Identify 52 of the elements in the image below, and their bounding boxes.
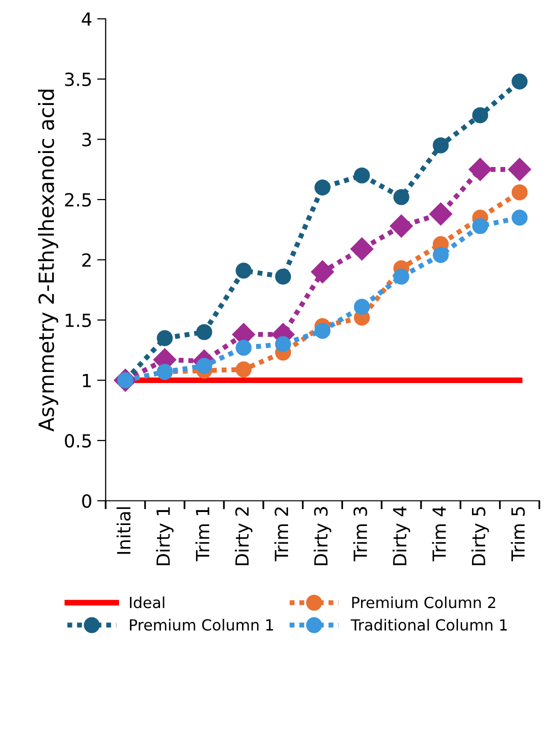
y-tick-label: 2 [82, 253, 91, 267]
point [350, 237, 374, 260]
point [314, 322, 330, 339]
point [196, 358, 212, 374]
x-tick-label: Trim 4 [432, 506, 446, 562]
y-tick-label: 0 [82, 494, 92, 508]
legend-label: Premium Column 2 [352, 596, 496, 608]
y-tick-label: 1 [82, 374, 91, 388]
point [236, 262, 252, 279]
y-tick-label: 3.5 [65, 72, 91, 86]
x-tick-label: Dirty 5 [471, 507, 489, 566]
point [275, 336, 292, 352]
point [432, 137, 449, 154]
point [468, 158, 492, 181]
legend-label: Traditional Column 1 [350, 618, 507, 631]
y-tick-label: 0.5 [64, 434, 91, 448]
x-tick-label: Initial [116, 507, 131, 554]
x-tick-label: Trim 2 [274, 507, 288, 562]
y-tick-label: 3 [82, 132, 91, 146]
legend-label: Premium Column 1 [130, 618, 273, 631]
x-tick-label: Dirty 2 [234, 507, 252, 566]
y-tick-label: 2.5 [65, 193, 91, 207]
point [393, 268, 410, 285]
x-tick-label: Dirty 3 [314, 507, 332, 566]
legend-label: Ideal [130, 596, 164, 608]
point [156, 330, 173, 346]
point [393, 189, 410, 206]
point [472, 218, 488, 234]
x-tick-label: Dirty 4 [392, 506, 410, 566]
point [508, 158, 532, 181]
point [196, 324, 212, 340]
point [275, 268, 292, 285]
point [354, 167, 370, 184]
point [314, 180, 330, 196]
y-tick-label: 4 [82, 12, 92, 26]
x-tick-label: Trim 1 [195, 507, 210, 562]
point [512, 184, 528, 200]
point [390, 214, 413, 238]
x-tick-label: Trim 3 [353, 507, 368, 562]
point [236, 340, 252, 356]
y-tick-label: 1.5 [66, 314, 91, 328]
point [236, 361, 252, 378]
point [512, 210, 528, 226]
point [432, 246, 449, 263]
point [512, 73, 528, 90]
point [310, 260, 334, 284]
x-tick-label: Trim 5 [510, 507, 525, 562]
point [429, 202, 452, 226]
point [354, 298, 370, 315]
y-axis-title: Asymmetry 2-Ethylhexanoic acid [38, 90, 58, 432]
point [472, 107, 488, 124]
x-tick-label: Dirty 1 [156, 507, 174, 566]
